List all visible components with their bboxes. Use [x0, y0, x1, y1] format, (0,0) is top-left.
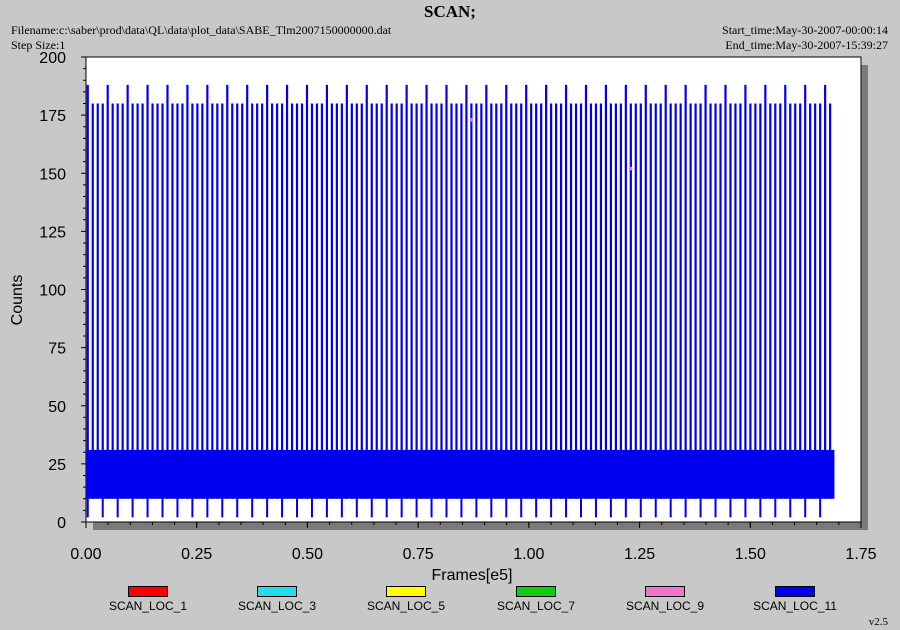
step-size-text: Step Size:1	[11, 38, 66, 52]
legend-label: SCAN_LOC_11	[753, 599, 837, 613]
y-tick-label: 175	[39, 108, 66, 125]
x-tick-label: 0.75	[403, 546, 434, 563]
y-tick-label: 100	[39, 283, 66, 300]
version-label: v2.5	[868, 616, 888, 628]
filename-text: Filename:c:\saber\prod\data\QL\data\plot…	[11, 23, 392, 37]
y-tick-label: 150	[39, 166, 66, 183]
y-tick-label: 50	[48, 399, 66, 416]
x-tick-label: 0.00	[70, 546, 101, 563]
legend-swatch	[128, 586, 168, 597]
legend-item: SCAN_LOC_9	[595, 586, 735, 613]
legend-label: SCAN_LOC_1	[108, 599, 188, 613]
x-tick-label: 0.50	[292, 546, 323, 563]
series-layer	[86, 84, 835, 518]
legend-label: SCAN_LOC_5	[366, 599, 446, 613]
y-tick-label: 25	[48, 457, 66, 474]
start-time-text: Start_time:May-30-2007-00:00:14	[722, 23, 888, 37]
scan-chart: 0 25 50 75 100 125 150 175 200 0.00 0.25 0.50 0.75 1.…	[9, 50, 877, 584]
chart-title: SCAN;	[424, 2, 476, 21]
x-tick-label: 1.00	[513, 546, 544, 563]
end-time-text: End_time:May-30-2007-15:39:27	[725, 38, 888, 52]
legend-swatch	[386, 586, 426, 597]
x-tick-label: 1.25	[624, 546, 655, 563]
legend-item: SCAN_LOC_11	[725, 586, 865, 613]
legend-swatch	[775, 586, 815, 597]
legend-item: SCAN_LOC_5	[336, 586, 476, 613]
x-tick-label: 1.50	[735, 546, 766, 563]
legend: SCAN_LOC_1 SCAN_LOC_3 SCAN_LOC_5 SCAN_LOC_7…	[0, 586, 900, 616]
legend-swatch	[645, 586, 685, 597]
legend-swatch	[516, 586, 556, 597]
y-tick-label: 0	[57, 515, 66, 532]
y-axis-label: Counts	[9, 275, 26, 326]
x-tick-label: 1.75	[845, 546, 876, 563]
y-tick-label: 200	[39, 50, 66, 67]
legend-item: SCAN_LOC_1	[78, 586, 218, 613]
plot-area	[85, 56, 862, 523]
legend-item: SCAN_LOC_7	[466, 586, 606, 613]
y-tick-label: 125	[39, 224, 66, 241]
axes-layer: 0 25 50 75 100 125 150 175 200 0.00 0.25 0.50 0.75 1.…	[39, 50, 876, 563]
series-point	[469, 117, 474, 122]
y-tick-label: 75	[48, 341, 66, 358]
x-axis-label: Frames[e5]	[432, 567, 513, 584]
legend-label: SCAN_LOC_7	[496, 599, 576, 613]
legend-swatch	[257, 586, 297, 597]
series-point	[628, 166, 633, 171]
x-tick-label: 0.25	[181, 546, 212, 563]
legend-item: SCAN_LOC_3	[207, 586, 347, 613]
legend-label: SCAN_LOC_9	[625, 599, 705, 613]
legend-label: SCAN_LOC_3	[237, 599, 317, 613]
